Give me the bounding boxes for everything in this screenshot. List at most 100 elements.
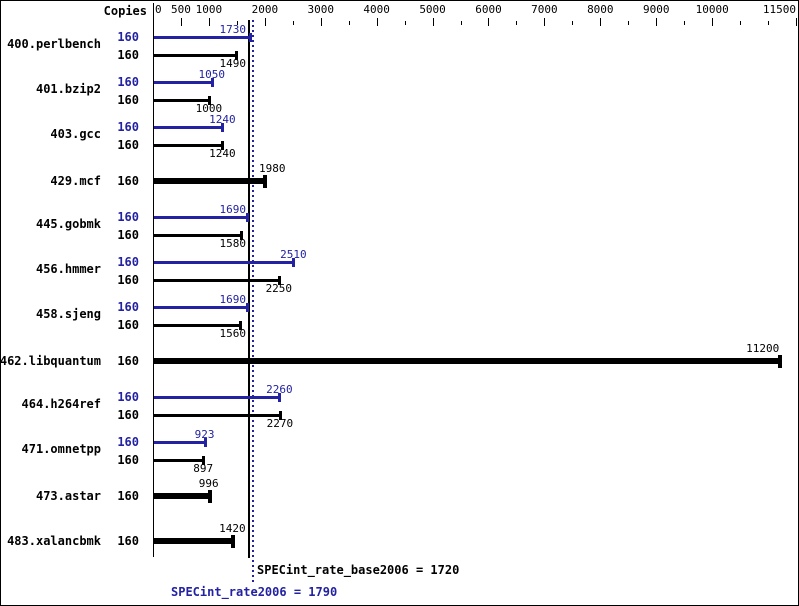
copies-label: 160 bbox=[117, 354, 139, 368]
x-axis-tick bbox=[321, 18, 322, 26]
x-axis-tick bbox=[712, 18, 713, 26]
peak-value-label: 923 bbox=[194, 428, 215, 441]
benchmark-label: 400.perlbench bbox=[7, 37, 101, 51]
benchmark-label: 445.gobmk bbox=[35, 217, 101, 231]
single-value-label: 11200 bbox=[746, 342, 780, 355]
single-bar-endcap bbox=[778, 355, 782, 368]
x-axis-tick-label: 1000 bbox=[195, 3, 223, 16]
single-bar bbox=[154, 358, 780, 364]
base-median-line bbox=[248, 20, 250, 558]
x-axis-tick bbox=[572, 21, 573, 25]
x-axis-tick-label: 4000 bbox=[363, 3, 390, 16]
single-bar-endcap bbox=[231, 535, 235, 548]
peak-value-label: 1240 bbox=[209, 113, 236, 126]
peak-copies-label: 160 bbox=[117, 75, 139, 89]
benchmark-row: 471.omnetpp 160 160 923 897 bbox=[1, 428, 798, 475]
benchmark-row: 483.xalancbmk 160 1420 bbox=[1, 519, 798, 564]
peak-bar bbox=[154, 441, 205, 444]
x-axis-tick-label: 11500 bbox=[762, 3, 797, 16]
benchmark-label: 429.mcf bbox=[50, 174, 101, 188]
benchmark-label: 462.libquantum bbox=[0, 354, 101, 368]
peak-copies-label: 160 bbox=[117, 210, 139, 224]
base-bar bbox=[154, 144, 223, 147]
peak-copies-label: 160 bbox=[117, 30, 139, 44]
x-axis-tick bbox=[265, 18, 266, 26]
x-axis-tick-label: 500 bbox=[171, 3, 191, 16]
benchmark-row: 403.gcc 160 160 1240 1240 bbox=[1, 113, 798, 160]
x-axis-tick-label: 0 bbox=[155, 3, 162, 16]
benchmark-row: 401.bzip2 160 160 1050 1000 bbox=[1, 68, 798, 115]
peak-value-label: 1050 bbox=[198, 68, 225, 81]
base-bar-endcap bbox=[240, 231, 243, 240]
benchmark-label: 456.hmmer bbox=[35, 262, 101, 276]
peak-copies-label: 160 bbox=[117, 255, 139, 269]
x-axis-tick-label: 3000 bbox=[307, 3, 334, 16]
x-axis-tick bbox=[349, 21, 350, 25]
peak-copies-label: 160 bbox=[117, 120, 139, 134]
peak-copies-label: 160 bbox=[117, 390, 139, 404]
benchmark-label: 401.bzip2 bbox=[35, 82, 101, 96]
x-axis-tick bbox=[796, 18, 797, 26]
benchmark-row: 464.h264ref 160 160 2260 2270 bbox=[1, 384, 798, 430]
x-axis-tick bbox=[740, 21, 741, 25]
x-axis-tick-label: 10000 bbox=[695, 3, 729, 16]
x-axis-tick bbox=[600, 18, 601, 26]
benchmark-label: 471.omnetpp bbox=[21, 442, 101, 456]
base-copies-label: 160 bbox=[117, 93, 139, 107]
base-bar bbox=[154, 414, 280, 417]
x-axis-tick-label: 7000 bbox=[531, 3, 558, 16]
single-bar bbox=[154, 538, 233, 544]
x-axis-tick bbox=[405, 21, 406, 25]
single-value-label: 1420 bbox=[219, 522, 246, 535]
x-axis-tick bbox=[684, 21, 685, 25]
single-value-label: 1980 bbox=[259, 162, 286, 175]
x-axis-tick bbox=[293, 21, 294, 25]
peak-value-label: 1690 bbox=[219, 203, 247, 216]
x-axis-tick bbox=[544, 18, 545, 26]
base-bar-endcap bbox=[239, 321, 242, 330]
peak-bar-endcap bbox=[249, 33, 252, 42]
single-bar-endcap bbox=[208, 490, 212, 503]
x-axis-tick-label: 8000 bbox=[587, 3, 614, 16]
base-value-label: 1560 bbox=[219, 327, 247, 340]
x-axis-tick bbox=[516, 21, 517, 25]
peak-copies-label: 160 bbox=[117, 435, 139, 449]
peak-bar bbox=[154, 261, 294, 264]
base-copies-label: 160 bbox=[117, 48, 139, 62]
base-bar bbox=[154, 99, 209, 102]
benchmark-row: 429.mcf 160 1980 bbox=[1, 159, 798, 204]
benchmark-label: 473.astar bbox=[35, 489, 101, 503]
base-value-label: 1240 bbox=[209, 147, 236, 160]
benchmark-row: 458.sjeng 160 160 1690 1560 bbox=[1, 294, 798, 340]
base-value-label: 1000 bbox=[195, 102, 223, 115]
peak-bar bbox=[154, 216, 248, 219]
x-axis-tick bbox=[377, 18, 378, 26]
x-axis-tick bbox=[768, 21, 769, 25]
x-axis-tick bbox=[433, 18, 434, 26]
copies-label: 160 bbox=[117, 489, 139, 503]
x-axis-tick bbox=[181, 18, 182, 26]
benchmark-label: 458.sjeng bbox=[35, 307, 101, 321]
peak-copies-label: 160 bbox=[117, 300, 139, 314]
base-copies-label: 160 bbox=[117, 273, 139, 287]
base-value-label: 897 bbox=[193, 462, 214, 475]
x-axis-tick bbox=[237, 21, 238, 25]
copies-column-header: Copies bbox=[103, 4, 147, 18]
single-bar-endcap bbox=[263, 175, 267, 188]
x-axis-tick-label: 9000 bbox=[642, 3, 670, 16]
base-bar bbox=[154, 54, 237, 57]
x-axis-tick-label: 2000 bbox=[251, 3, 279, 16]
base-copies-label: 160 bbox=[117, 138, 139, 152]
peak-bar bbox=[154, 126, 223, 129]
peak-value-label: 1730 bbox=[219, 23, 247, 36]
base-copies-label: 160 bbox=[117, 408, 139, 422]
x-axis-tick bbox=[628, 21, 629, 25]
base-value-label: 1580 bbox=[219, 237, 247, 250]
benchmark-label: 403.gcc bbox=[50, 127, 101, 141]
base-value-label: 1490 bbox=[219, 57, 247, 70]
base-value-label: 2270 bbox=[266, 417, 294, 430]
benchmark-row: 462.libquantum 160 11200 bbox=[0, 339, 798, 384]
peak-bar bbox=[154, 36, 250, 39]
